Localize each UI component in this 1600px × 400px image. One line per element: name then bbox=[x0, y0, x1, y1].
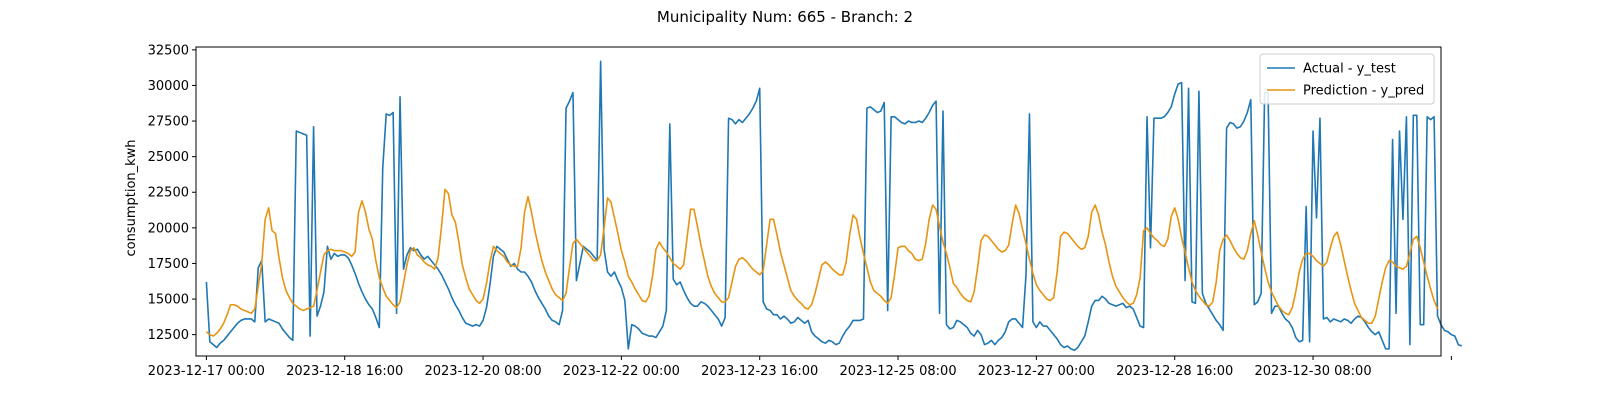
legend-box bbox=[1259, 53, 1435, 105]
legend-label: Prediction - y_pred bbox=[1303, 84, 1424, 99]
y-tick-label: 22500 bbox=[148, 186, 189, 201]
x-tick-label: 2023-12-30 08:00 bbox=[1254, 364, 1371, 379]
axes: 2023-12-17 00:00 2023-12-18 16:00 2023-12-… bbox=[148, 43, 1452, 379]
legend: Actual - y_test Prediction - y_pred bbox=[1259, 53, 1435, 105]
y-tick-label: 32500 bbox=[148, 43, 189, 58]
x-tick-label: 2023-12-20 08:00 bbox=[424, 364, 541, 379]
y-tick-label: 17500 bbox=[148, 257, 189, 272]
legend-label: Actual - y_test bbox=[1303, 62, 1396, 77]
y-tick-label: 25000 bbox=[148, 150, 189, 165]
y-tick-label: 12500 bbox=[148, 328, 189, 343]
y-tick-label: 30000 bbox=[148, 79, 189, 94]
y-tick-label: 20000 bbox=[148, 221, 189, 236]
y-tick-label: 27500 bbox=[148, 115, 189, 130]
x-tick-label: 2023-12-25 08:00 bbox=[839, 364, 956, 379]
x-tick-label: 2023-12-17 00:00 bbox=[148, 364, 265, 379]
y-axis-label: consumption_kwh bbox=[124, 139, 139, 256]
x-tick-label: 2023-12-18 16:00 bbox=[286, 364, 403, 379]
x-tick-label: 2023-12-22 00:00 bbox=[563, 364, 680, 379]
plot-frame bbox=[195, 46, 1442, 357]
chart-title: Municipality Num: 665 - Branch: 2 bbox=[657, 8, 913, 26]
series-line-prediction bbox=[205, 188, 1439, 337]
x-tick-label: 2023-12-23 16:00 bbox=[701, 364, 818, 379]
x-tick-label: 2023-12-28 16:00 bbox=[1116, 364, 1233, 379]
plot-area bbox=[205, 60, 1463, 352]
y-tick-label: 15000 bbox=[148, 293, 189, 308]
x-tick-label: 2023-12-27 00:00 bbox=[978, 364, 1095, 379]
